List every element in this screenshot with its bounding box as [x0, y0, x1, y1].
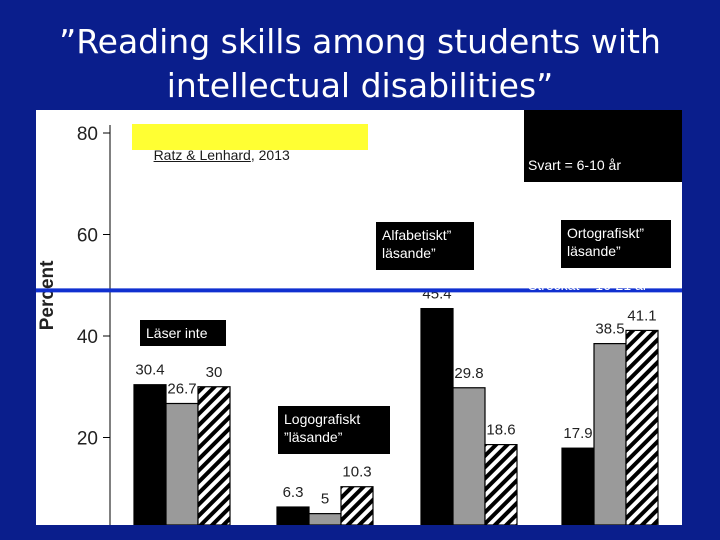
bar: [625, 329, 659, 525]
chart-panel: 20 40 60 80 Percent 30.4 26.7 30 6.3 5 10.3 45.4 29.…: [36, 110, 682, 525]
data-label: 6.3: [283, 484, 304, 501]
bar: [340, 486, 374, 525]
data-label: 38.5: [595, 321, 624, 338]
legend-line: Svart = 6-10 år: [528, 157, 621, 173]
label-ortografiskt: Ortografiskt” läsande”: [561, 220, 671, 268]
legend-line: Streckat = 16-21 år: [528, 277, 648, 293]
label-alfabetiskt: Alfabetiskt” läsande”: [376, 222, 474, 270]
citation-year: , 2013: [250, 147, 290, 163]
data-label: 30.4: [135, 362, 164, 379]
bar: [165, 402, 199, 525]
y-axis-label: Percent: [37, 260, 58, 330]
bar: [420, 307, 454, 525]
data-label: 26.7: [167, 380, 196, 397]
y-tick-label: 80: [77, 124, 98, 145]
y-tick-label: 60: [77, 226, 98, 247]
bar: [561, 447, 595, 525]
data-label: 5: [321, 491, 329, 508]
label-logografiskt: Logografiskt ”läsande”: [278, 406, 390, 454]
bar: [593, 343, 627, 525]
bar: [133, 384, 167, 525]
data-label: 18.6: [486, 422, 515, 439]
data-label: 29.8: [454, 365, 483, 382]
citation-author: Ratz & Lenhard: [153, 147, 251, 163]
citation-box: Ratz & Lenhard, 2013: [132, 124, 368, 163]
bar: [276, 506, 310, 525]
bar: [484, 444, 518, 525]
data-label: 41.1: [627, 307, 656, 324]
data-label: 45.4: [422, 286, 451, 303]
y-tick-label: 20: [77, 429, 98, 450]
label-laser-inte: Läser inte: [140, 320, 226, 346]
slide-title: ”Reading skills among students with inte…: [59, 22, 661, 105]
bar: [197, 386, 231, 525]
bar: [452, 387, 486, 525]
data-label: 10.3: [342, 464, 371, 481]
legend-box: Svart = 6-10 år Grått = 11-15 år Strecka…: [524, 110, 682, 293]
y-tick-label: 40: [77, 327, 98, 348]
bar-chart: 20 40 60 80 Percent 30.426.7 30 6.3 5 10.3 45.4 29.…: [36, 124, 682, 525]
bar: [308, 513, 342, 525]
data-label: 30: [206, 364, 223, 381]
data-label: 17.9: [563, 425, 592, 442]
